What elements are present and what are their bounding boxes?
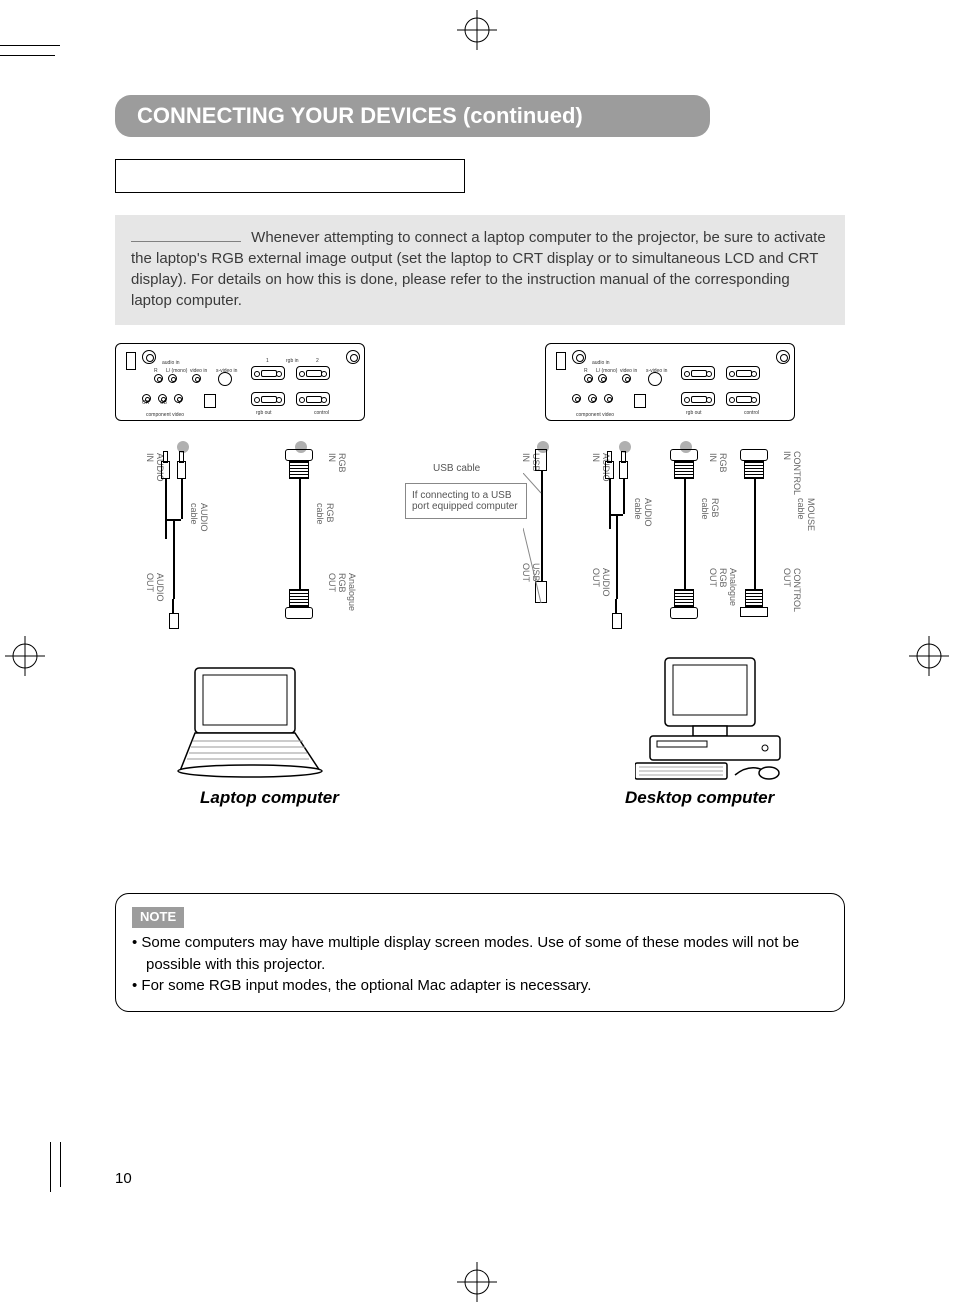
crop-mark-bottom (457, 1262, 497, 1302)
crop-corner (0, 55, 55, 57)
projector-panel-left: audio in R L/ (mono) video in s-video in… (115, 343, 365, 421)
crop-mark-left (5, 636, 45, 676)
crop-mark-right (909, 636, 949, 676)
note-box: NOTE Some computers may have multiple di… (115, 893, 845, 1012)
laptop-icon (175, 663, 325, 788)
page-number: 10 (115, 1170, 132, 1187)
desktop-icon (635, 653, 805, 788)
section-title: CONNECTING YOUR DEVICES (continued) (115, 95, 710, 137)
usb-cable-label: USB cable (433, 463, 480, 474)
projector-panel-right: audio in R L/ (mono) video in s-video in… (545, 343, 795, 421)
caption-laptop: Laptop computer (200, 788, 339, 808)
note-tag: NOTE (132, 907, 184, 928)
subtitle-box (115, 159, 465, 193)
diagram-area: audio in R L/ (mono) video in s-video in… (115, 343, 845, 813)
attention-underline (131, 241, 241, 242)
attention-box: Whenever attempting to connect a laptop … (115, 215, 845, 325)
caption-desktop: Desktop computer (625, 788, 774, 808)
note-item: Some computers may have multiple display… (132, 932, 828, 976)
crop-corner (60, 1142, 62, 1187)
note-item: For some RGB input modes, the optional M… (132, 975, 828, 997)
crop-corner (50, 1142, 52, 1192)
crop-mark-top (457, 10, 497, 50)
usb-note-box: If connecting to a USB port equipped com… (405, 483, 527, 519)
usb-note-connector-lines (523, 473, 543, 613)
crop-corner (0, 45, 60, 47)
